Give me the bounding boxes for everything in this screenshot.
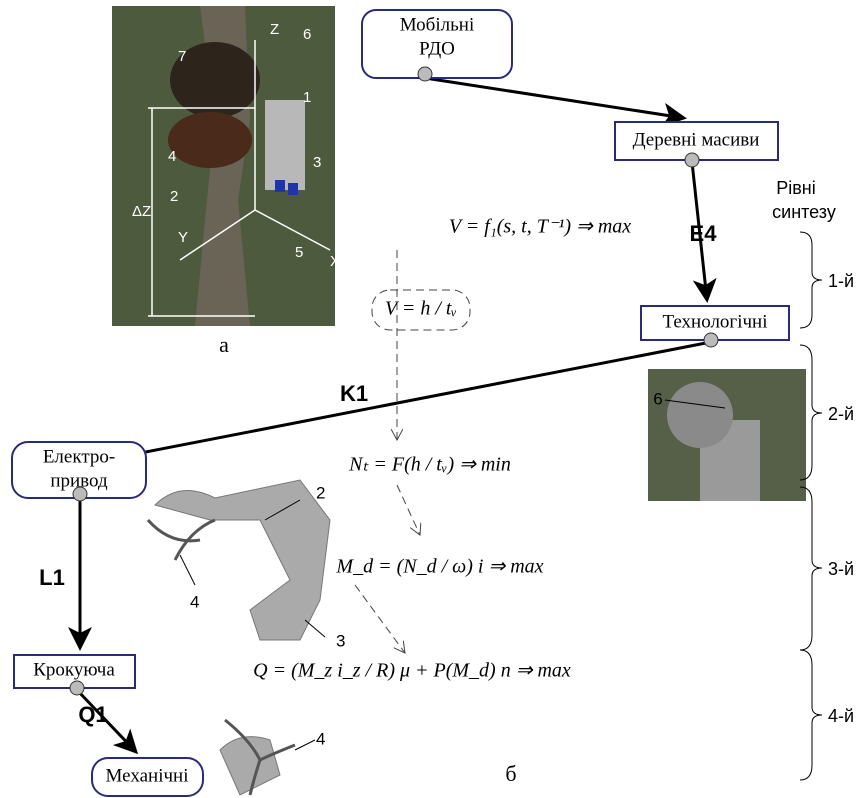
photo-a: [112, 6, 335, 326]
edge-label: K1: [340, 381, 368, 406]
photo-label: X: [330, 253, 340, 270]
formula: Nₜ = F(h / tᵥ) ⇒ min: [348, 454, 511, 476]
photo-label: 2: [170, 188, 178, 205]
robot-drawing: [148, 480, 330, 795]
formula: V = f₁(s, t, T⁻¹) ⇒ max: [449, 216, 631, 238]
node-label: Крокуюча: [33, 659, 115, 680]
level: 1-й: [828, 271, 854, 291]
node-label: РДО: [419, 38, 455, 59]
edge-label: E4: [690, 221, 718, 246]
photo-label: 5: [295, 244, 303, 261]
formula: Q = (M_z i_z / R) μ + P(M_d) n ⇒ max: [253, 660, 571, 682]
node-label: Механічні: [106, 765, 189, 786]
level: 4-й: [828, 706, 854, 726]
caption: б: [505, 761, 516, 786]
photo-label: Z: [270, 21, 279, 38]
edge-label: Q1: [78, 702, 107, 727]
diagram: 7 6 1 4 3 2 5 Z Y X ΔZ 6 2 4 3 4 а б V = f₁(s, t, …: [0, 0, 857, 798]
photo-inset: [648, 369, 806, 501]
formula: V = h / tᵥ: [385, 298, 457, 320]
photo-label: ΔZ: [132, 203, 151, 220]
robot-label: 4: [316, 729, 325, 748]
robot-label: 2: [316, 483, 325, 502]
robot-label: 3: [336, 631, 345, 650]
photo-label: 3: [313, 154, 321, 171]
node-label: Технологічні: [662, 311, 767, 332]
photo-label: 1: [303, 89, 311, 106]
edge-label: L1: [39, 565, 65, 590]
levels-title: синтезу: [772, 202, 836, 222]
inset-label: 6: [653, 389, 662, 408]
node-label: Мобільні: [400, 14, 474, 35]
caption: а: [219, 332, 229, 357]
node-label: Електро-: [43, 446, 115, 467]
levels-title: Рівні: [776, 178, 816, 198]
level: 2-й: [828, 404, 854, 424]
node-label: Деревні масиви: [633, 129, 760, 150]
robot-label: 4: [190, 592, 199, 611]
photo-label: 7: [178, 48, 186, 65]
level-braces: [800, 232, 822, 780]
photo-label: 4: [168, 148, 176, 165]
level: 3-й: [828, 559, 854, 579]
photo-label: Y: [178, 229, 188, 246]
photo-label: 6: [303, 26, 311, 43]
node-label: привод: [50, 470, 108, 491]
formula: M_d = (N_d / ω) i ⇒ max: [335, 556, 543, 578]
